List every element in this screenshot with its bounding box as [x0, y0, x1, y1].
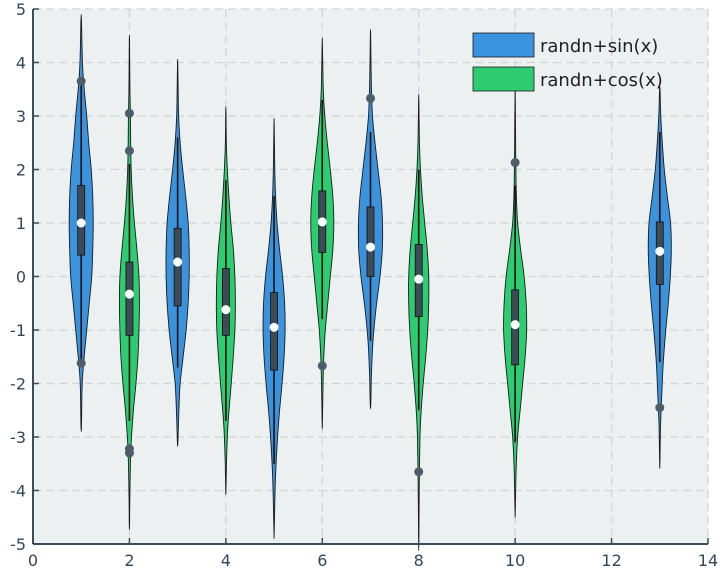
violin-iqr-box: [173, 227, 182, 307]
y-tick-label: 0: [16, 268, 26, 287]
violin-median-point: [76, 218, 86, 228]
violin-outlier-point: [124, 448, 134, 458]
violins: [68, 13, 672, 552]
x-tick-label: 8: [414, 551, 424, 570]
violin-outlier-point: [655, 403, 665, 413]
violin-outlier-point: [366, 93, 375, 103]
violin-median-point: [414, 274, 424, 284]
violin-median-point: [510, 320, 520, 330]
violin: [647, 85, 672, 469]
violin-median-point: [366, 242, 375, 252]
violin-median-point: [124, 289, 134, 299]
violin: [310, 37, 335, 430]
x-tick-label: 0: [28, 551, 38, 570]
violin: [68, 13, 94, 433]
legend-label: randn+cos(x): [540, 70, 663, 91]
y-tick-label: -1: [10, 321, 26, 340]
violin-median-point: [317, 217, 327, 227]
violin-outlier-point: [124, 146, 134, 156]
x-tick-label: 12: [601, 551, 621, 570]
y-tick-label: -5: [10, 535, 26, 554]
legend: randn+sin(x) randn+cos(x): [472, 32, 663, 92]
y-tick-label: -2: [10, 375, 26, 394]
violin: [262, 117, 286, 540]
x-tick-label: 14: [698, 551, 718, 570]
violin: [165, 58, 190, 447]
violin: [503, 88, 528, 518]
violin-outlier-point: [414, 467, 424, 477]
y-tick-label: 2: [16, 161, 26, 180]
violin-outlier-point: [76, 76, 86, 86]
y-tick-label: 1: [16, 214, 26, 233]
y-tick-label: 5: [16, 0, 26, 19]
x-tick-label: 10: [505, 551, 525, 570]
y-tick-label: 3: [16, 107, 26, 126]
y-tick-label: -3: [10, 428, 26, 447]
violin-outlier-point: [124, 108, 134, 118]
violin-iqr-box: [366, 206, 375, 277]
violin-outlier-point: [510, 158, 520, 168]
violin-outlier-point: [317, 361, 327, 371]
violin-outlier-point: [76, 358, 86, 368]
violin-median-point: [221, 305, 231, 315]
violin: [215, 106, 236, 495]
legend-swatch: [472, 66, 535, 92]
violin-iqr-box: [221, 268, 230, 336]
violin-iqr-box: [125, 261, 134, 336]
violin-median-point: [269, 322, 279, 332]
violin-median-point: [655, 246, 665, 256]
legend-label: randn+sin(x): [540, 36, 658, 57]
y-tick-label: -4: [10, 482, 26, 501]
violin: [408, 94, 430, 552]
y-tick-label: 4: [16, 54, 26, 73]
legend-swatch: [472, 32, 535, 58]
x-tick-label: 2: [124, 551, 134, 570]
x-tick-label: 6: [317, 551, 327, 570]
violin: [357, 28, 384, 410]
violin-median-point: [173, 257, 183, 267]
violin: [118, 34, 140, 531]
x-tick-label: 4: [221, 551, 231, 570]
